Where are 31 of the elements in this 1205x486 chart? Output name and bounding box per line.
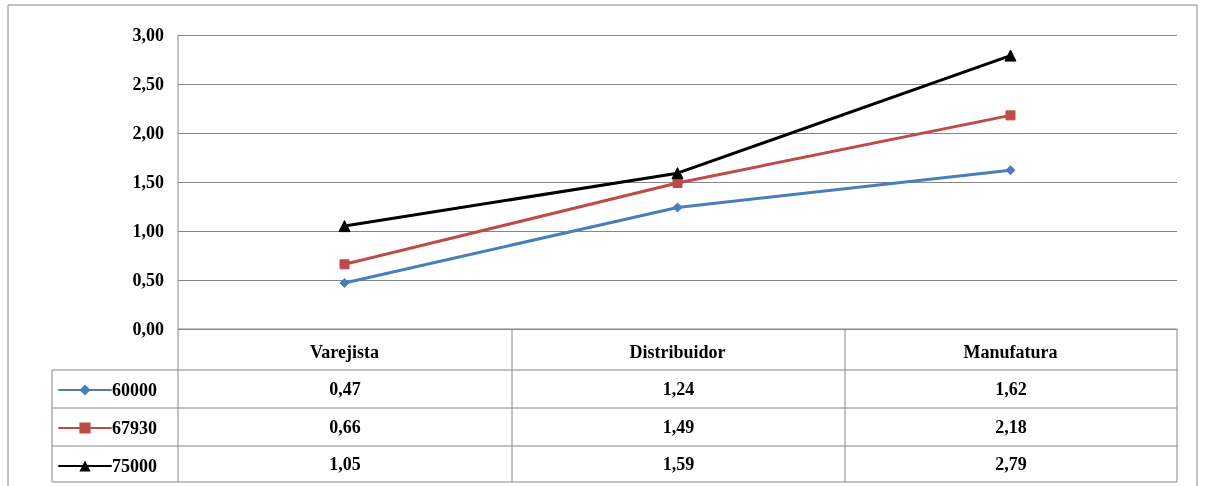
y-tick-label: 0,00 [132, 319, 164, 339]
point [1005, 110, 1016, 121]
y-tick-label: 3,00 [132, 25, 164, 45]
data-label: 1,24 [662, 379, 695, 399]
y-tick-label: 1,50 [132, 172, 164, 192]
legend-label: 67930 [112, 418, 157, 438]
data-label: 2,79 [995, 454, 1027, 474]
point [339, 277, 350, 288]
data-label: 1,05 [329, 454, 361, 474]
y-tick-label: 0,50 [132, 270, 164, 290]
legend-label: 75000 [112, 456, 157, 476]
data-label: 1,59 [662, 454, 695, 474]
point [1005, 165, 1016, 176]
x-tick-label: Manufatura [963, 342, 1058, 362]
legend-label: 60000 [112, 380, 157, 400]
data-label: 0,47 [329, 379, 361, 399]
y-tick-label: 1,00 [132, 221, 164, 241]
point [339, 259, 350, 270]
point [671, 167, 684, 180]
data-label: 1,62 [995, 379, 1027, 399]
point [338, 220, 351, 233]
x-tick-label: Distribuidor [629, 342, 726, 362]
point [672, 202, 683, 213]
point [672, 177, 683, 188]
y-tick-label: 2,50 [132, 74, 164, 94]
data-label: 1,49 [662, 417, 695, 437]
data-label: 2,18 [995, 417, 1027, 437]
y-tick-label: 2,00 [132, 123, 164, 143]
data-label: 0,66 [329, 417, 361, 437]
point [1004, 49, 1017, 62]
x-tick-label: Varejista [310, 342, 379, 362]
